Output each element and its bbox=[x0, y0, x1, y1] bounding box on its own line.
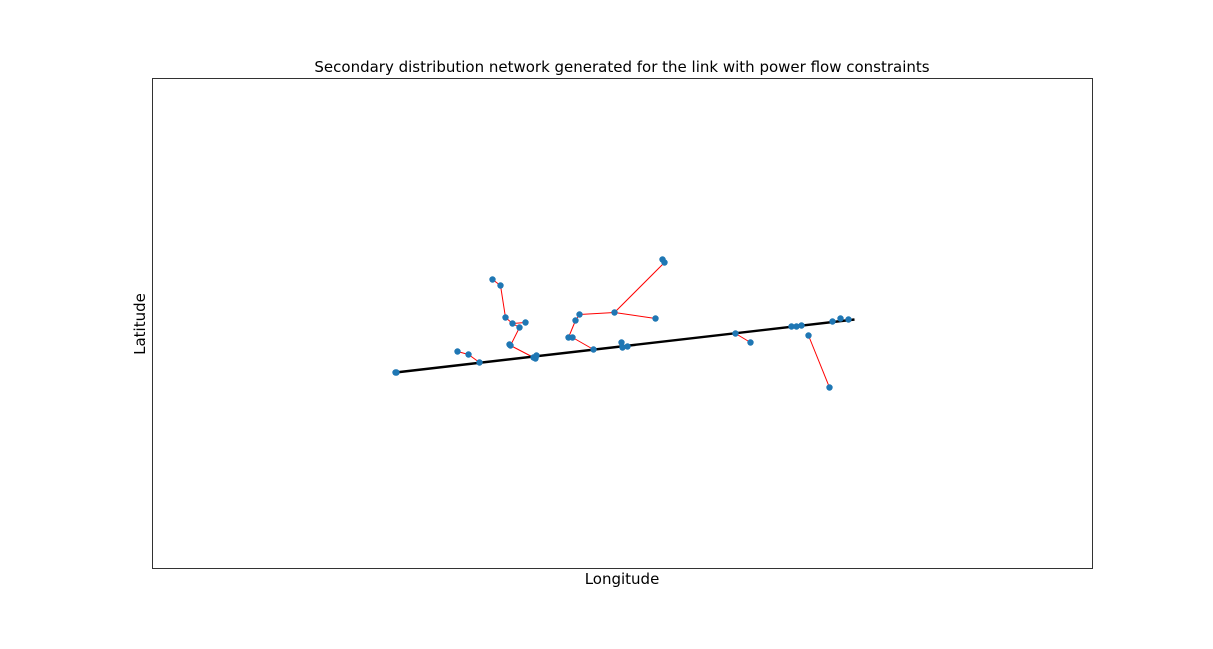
chart-title: Secondary distribution network generated… bbox=[314, 58, 929, 76]
network-node bbox=[661, 259, 668, 266]
network-node bbox=[732, 330, 739, 337]
network-node bbox=[624, 343, 631, 350]
network-node bbox=[569, 334, 576, 341]
network-node bbox=[476, 359, 483, 366]
plot-area bbox=[152, 78, 1093, 569]
network-node bbox=[793, 323, 800, 330]
network-node bbox=[502, 314, 509, 321]
network-node bbox=[652, 315, 659, 322]
secondary-edge bbox=[614, 312, 656, 319]
secondary-edge bbox=[510, 327, 520, 346]
network-node bbox=[611, 309, 618, 316]
network-node bbox=[798, 322, 805, 329]
network-node bbox=[533, 352, 540, 359]
network-node bbox=[392, 369, 399, 376]
network-node bbox=[618, 339, 625, 346]
network-node bbox=[454, 348, 461, 355]
secondary-edge bbox=[808, 335, 830, 388]
network-node bbox=[837, 315, 844, 322]
secondary-edge bbox=[500, 285, 506, 318]
secondary-edge bbox=[614, 262, 665, 313]
network-node bbox=[826, 384, 833, 391]
network-node bbox=[465, 351, 472, 358]
network-node bbox=[805, 332, 812, 339]
network-node bbox=[788, 323, 795, 330]
network-node bbox=[747, 339, 754, 346]
y-axis-label: Latitude bbox=[131, 293, 149, 355]
network-node bbox=[576, 311, 583, 318]
x-axis-label: Longitude bbox=[585, 570, 660, 588]
plot-frame bbox=[152, 78, 1093, 569]
network-node bbox=[619, 344, 626, 351]
secondary-edge bbox=[572, 337, 594, 350]
nodes-layer bbox=[392, 256, 852, 391]
network-node bbox=[516, 324, 523, 331]
network-node bbox=[507, 342, 514, 349]
network-node bbox=[522, 319, 529, 326]
network-node bbox=[590, 346, 597, 353]
network-node bbox=[829, 318, 836, 325]
secondary-edge bbox=[579, 312, 615, 315]
network-node bbox=[845, 316, 852, 323]
network-node bbox=[572, 317, 579, 324]
network-node bbox=[509, 320, 516, 327]
network-node bbox=[497, 282, 504, 289]
network-node bbox=[489, 276, 496, 283]
